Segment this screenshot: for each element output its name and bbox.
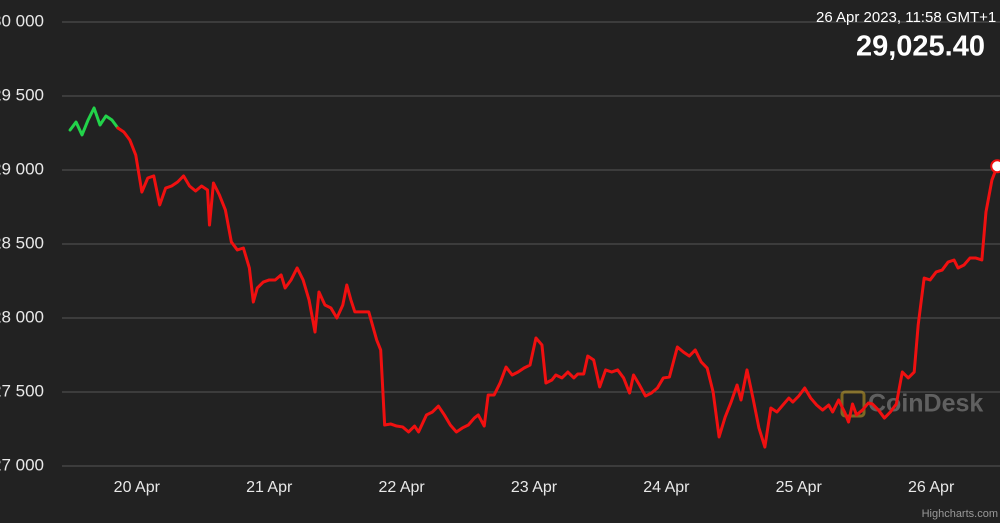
price-line [68,106,120,137]
x-tick-label: 25 Apr [776,479,823,496]
x-tick-label: 26 Apr [908,479,955,496]
watermark: CoinDesk [868,390,983,418]
y-tick-label: 30 000 [0,11,44,30]
x-tick-label: 21 Apr [246,479,293,496]
x-tick-label: 20 Apr [114,479,161,496]
y-tick-label: 28 500 [0,233,44,252]
x-tick-label: 22 Apr [378,479,425,496]
date-label: 26 Apr 2023, 11:58 GMT+1 [816,9,996,26]
plot [68,106,1000,449]
credit: Highcharts.com [922,508,998,520]
last-point-marker [990,159,1000,174]
x-tick-label: 23 Apr [511,479,558,496]
price-line [116,126,999,449]
y-tick-label: 27 500 [0,381,44,400]
y-tick-label: 29 500 [0,85,44,104]
x-tick-label: 24 Apr [643,479,690,496]
y-tick-label: 28 000 [0,307,44,326]
y-tick-label: 27 000 [0,455,44,474]
grid: 27 000 27 500 28 000 28 500 29 000 29 500 30 0… [0,11,1000,496]
y-tick-label: 29 000 [0,159,44,178]
price-label: 29,025.40 [856,31,985,63]
